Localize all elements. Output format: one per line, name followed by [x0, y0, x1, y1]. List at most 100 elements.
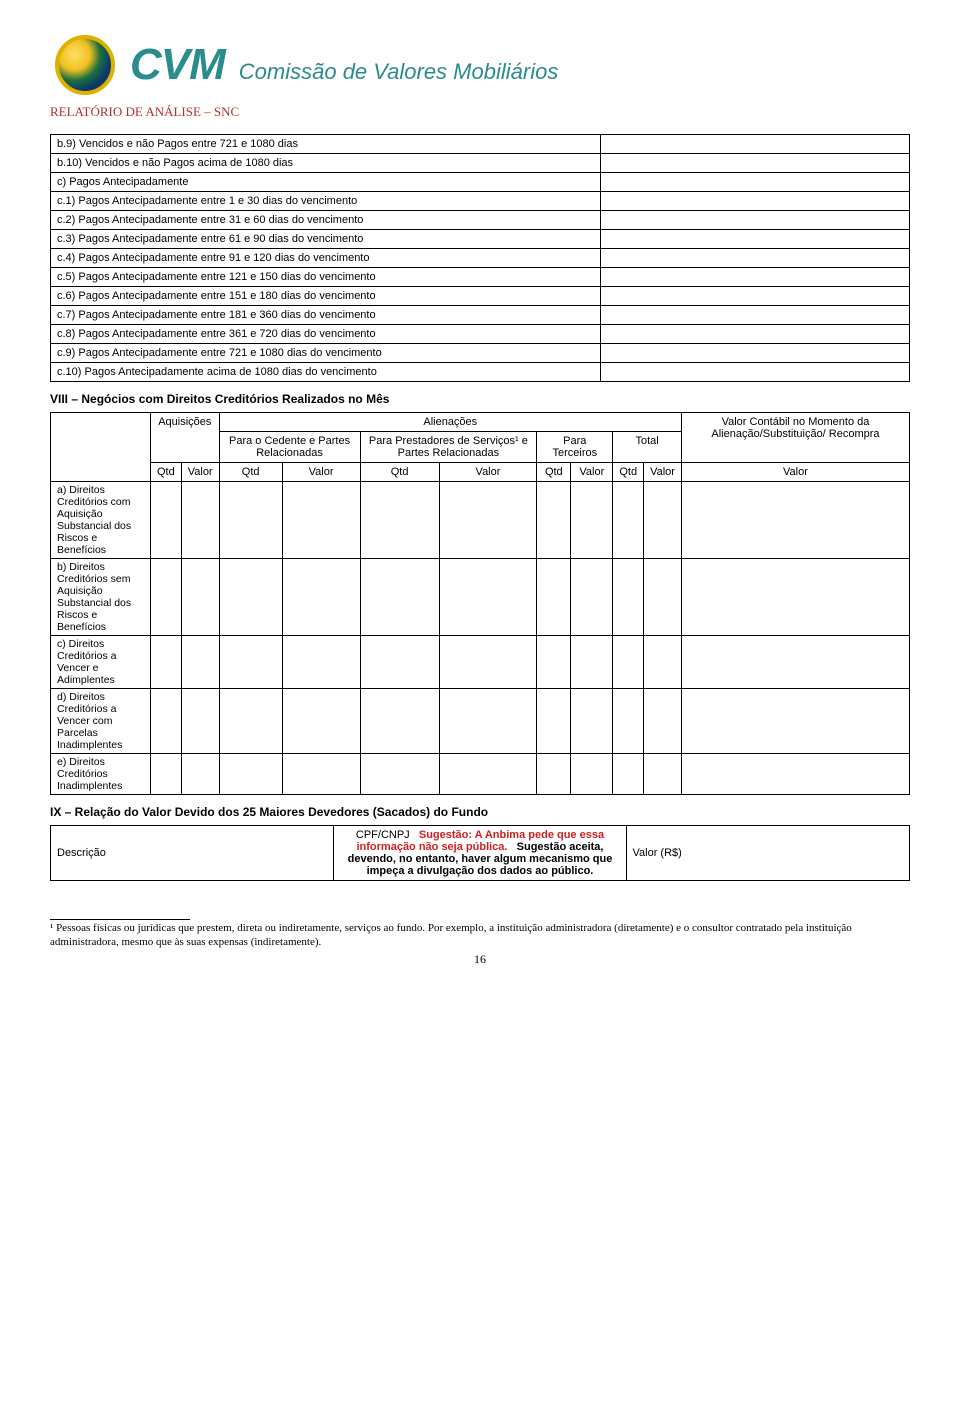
data-cell — [571, 689, 613, 754]
table-subheader-row: Qtd Valor Qtd Valor Qtd Valor Qtd Valor … — [51, 463, 910, 482]
row-label: c.1) Pagos Antecipadamente entre 1 e 30 … — [51, 192, 601, 211]
table-row: c.4) Pagos Antecipadamente entre 91 e 12… — [51, 249, 910, 268]
brazil-emblem-icon — [50, 30, 120, 100]
table-row: c) Direitos Creditórios a Vencer e Adimp… — [51, 636, 910, 689]
table-row: c.1) Pagos Antecipadamente entre 1 e 30 … — [51, 192, 910, 211]
sub-valor: Valor — [282, 463, 360, 482]
row-value — [600, 135, 909, 154]
footnote-separator — [50, 919, 190, 920]
row-value — [600, 230, 909, 249]
data-cell — [439, 636, 537, 689]
row-label-e: e) Direitos Creditórios Inadimplentes — [51, 754, 151, 795]
row-label: c.5) Pagos Antecipadamente entre 121 e 1… — [51, 268, 601, 287]
sub-qtd: Qtd — [613, 463, 644, 482]
row-label: c.3) Pagos Antecipadamente entre 61 e 90… — [51, 230, 601, 249]
page-number: 16 — [50, 952, 910, 967]
data-cell — [151, 636, 182, 689]
footnote-text: Pessoas físicas ou jurídicas que prestem… — [50, 922, 852, 948]
col-descricao: Descrição — [51, 826, 334, 881]
sub-qtd: Qtd — [537, 463, 571, 482]
data-cell — [537, 482, 571, 559]
data-cell — [681, 754, 909, 795]
row-label: c.9) Pagos Antecipadamente entre 721 e 1… — [51, 344, 601, 363]
row-label: b.9) Vencidos e não Pagos entre 721 e 10… — [51, 135, 601, 154]
data-cell — [282, 689, 360, 754]
row-value — [600, 268, 909, 287]
data-cell — [360, 559, 439, 636]
row-value — [600, 344, 909, 363]
row-label: b.10) Vencidos e não Pagos acima de 1080… — [51, 154, 601, 173]
data-cell — [613, 559, 644, 636]
row-label-b: b) Direitos Creditórios sem Aquisição Su… — [51, 559, 151, 636]
sub-valor: Valor — [181, 463, 219, 482]
data-cell — [571, 559, 613, 636]
table-row: c.10) Pagos Antecipadamente acima de 108… — [51, 363, 910, 382]
sub-qtd: Qtd — [360, 463, 439, 482]
data-cell — [644, 482, 682, 559]
data-cell — [644, 636, 682, 689]
sub-valor: Valor — [681, 463, 909, 482]
row-label: c.8) Pagos Antecipadamente entre 361 e 7… — [51, 325, 601, 344]
section-viii-title: VIII – Negócios com Direitos Creditórios… — [50, 382, 910, 412]
data-cell — [181, 559, 219, 636]
hdr-aquisicoes: Aquisições — [151, 413, 220, 463]
data-cell — [360, 754, 439, 795]
table-row: b.10) Vencidos e não Pagos acima de 1080… — [51, 154, 910, 173]
row-label-c: c) Direitos Creditórios a Vencer e Adimp… — [51, 636, 151, 689]
table-row: c.3) Pagos Antecipadamente entre 61 e 90… — [51, 230, 910, 249]
table-row: e) Direitos Creditórios Inadimplentes — [51, 754, 910, 795]
table-row: d) Direitos Creditórios a Vencer com Par… — [51, 689, 910, 754]
col-valor: Valor (R$) — [626, 826, 909, 881]
data-cell — [439, 559, 537, 636]
table-row: a) Direitos Creditórios com Aquisição Su… — [51, 482, 910, 559]
col-cpf-cnpj: CPF/CNPJ Sugestão: A Anbima pede que ess… — [334, 826, 626, 881]
row-value — [600, 154, 909, 173]
sub-valor: Valor — [644, 463, 682, 482]
data-cell — [360, 689, 439, 754]
data-cell — [613, 689, 644, 754]
table-payment-periods: b.9) Vencidos e não Pagos entre 721 e 10… — [50, 134, 910, 382]
data-cell — [219, 689, 282, 754]
table-header-row: Aquisições Alienações Valor Contábil no … — [51, 413, 910, 432]
data-cell — [537, 636, 571, 689]
report-title: RELATÓRIO DE ANÁLISE – SNC — [50, 104, 910, 120]
row-value — [600, 211, 909, 230]
table-row: c.8) Pagos Antecipadamente entre 361 e 7… — [51, 325, 910, 344]
table-row: c.5) Pagos Antecipadamente entre 121 e 1… — [51, 268, 910, 287]
table-row: c.9) Pagos Antecipadamente entre 721 e 1… — [51, 344, 910, 363]
row-value — [600, 249, 909, 268]
data-cell — [181, 482, 219, 559]
row-value — [600, 192, 909, 211]
row-label: c.10) Pagos Antecipadamente acima de 108… — [51, 363, 601, 382]
data-cell — [571, 482, 613, 559]
table-row: b.9) Vencidos e não Pagos entre 721 e 10… — [51, 135, 910, 154]
data-cell — [571, 636, 613, 689]
table-negócios-creditórios: Aquisições Alienações Valor Contábil no … — [50, 412, 910, 795]
hdr-total: Total — [613, 432, 682, 463]
row-label-a: a) Direitos Creditórios com Aquisição Su… — [51, 482, 151, 559]
table-row: b) Direitos Creditórios sem Aquisição Su… — [51, 559, 910, 636]
hdr-terceiros: Para Terceiros — [537, 432, 613, 463]
data-cell — [151, 754, 182, 795]
data-cell — [151, 689, 182, 754]
data-cell — [681, 689, 909, 754]
page-header: CVM Comissão de Valores Mobiliários — [50, 30, 910, 100]
row-value — [600, 363, 909, 382]
table-row: c.2) Pagos Antecipadamente entre 31 e 60… — [51, 211, 910, 230]
data-cell — [219, 636, 282, 689]
cvm-logo: CVM Comissão de Valores Mobiliários — [130, 40, 558, 90]
data-cell — [439, 482, 537, 559]
table-row: Descrição CPF/CNPJ Sugestão: A Anbima pe… — [51, 826, 910, 881]
row-label: c.4) Pagos Antecipadamente entre 91 e 12… — [51, 249, 601, 268]
data-cell — [282, 754, 360, 795]
row-label: c.2) Pagos Antecipadamente entre 31 e 60… — [51, 211, 601, 230]
footnote: ¹ Pessoas físicas ou jurídicas que prest… — [50, 917, 910, 950]
table-maiores-devedores: Descrição CPF/CNPJ Sugestão: A Anbima pe… — [50, 825, 910, 881]
data-cell — [181, 754, 219, 795]
data-cell — [439, 689, 537, 754]
sub-valor: Valor — [439, 463, 537, 482]
row-label: c.6) Pagos Antecipadamente entre 151 e 1… — [51, 287, 601, 306]
section-ix-title: IX – Relação do Valor Devido dos 25 Maio… — [50, 795, 910, 825]
data-cell — [282, 559, 360, 636]
data-cell — [537, 689, 571, 754]
